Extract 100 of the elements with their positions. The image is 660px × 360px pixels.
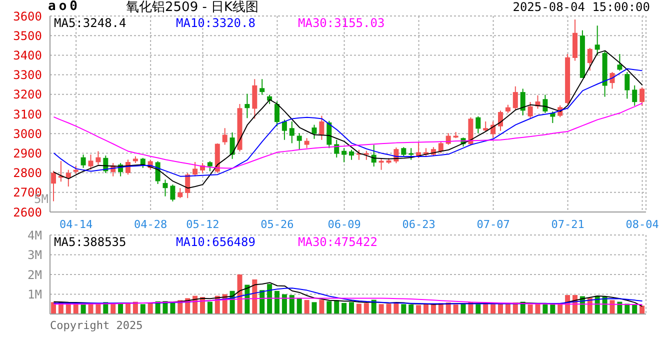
x-tick-label: 04-28: [134, 218, 168, 231]
candlestick: [192, 162, 198, 177]
candlestick: [230, 132, 235, 160]
bar: [401, 304, 406, 314]
bar: [289, 295, 294, 314]
text: MA30:475422: [298, 235, 378, 249]
candlestick: [594, 25, 600, 56]
bar: [304, 300, 310, 314]
candlestick: [260, 78, 265, 96]
bar: [416, 305, 422, 314]
candlestick: [282, 119, 287, 140]
candlestick: [364, 150, 369, 160]
candlestick: [542, 94, 548, 114]
chart-title: 氧化铝2509 - 日K线图: [126, 0, 259, 15]
bar: [424, 304, 428, 314]
candlestick: [483, 120, 488, 132]
x-tick-label: 06-23: [402, 218, 436, 231]
candlestick: [349, 149, 354, 160]
candlestick: [334, 139, 340, 158]
y-tick-label: 3M: [28, 248, 42, 262]
bar: [378, 304, 384, 314]
candlestick: [244, 93, 250, 119]
candlestick: [512, 86, 518, 110]
candlestick: [326, 120, 332, 149]
text: MA10:3320.8: [176, 16, 256, 30]
y-tick-label: 4M: [28, 228, 42, 242]
candlestick: [185, 172, 190, 199]
bar: [356, 304, 362, 314]
bar: [282, 294, 287, 314]
candlestick: [520, 88, 526, 116]
bar: [140, 304, 146, 314]
candlestick: [319, 115, 324, 140]
text: Copyright 2025: [50, 319, 143, 333]
bar: [386, 304, 392, 314]
candlestick: [342, 148, 347, 163]
bar: [550, 304, 556, 314]
x-tick-label: 06-09: [328, 218, 361, 231]
candlestick: [252, 78, 258, 120]
candlestick: [528, 102, 533, 119]
y-tick-label: 3000: [13, 126, 42, 141]
candlestick: [476, 116, 481, 134]
candlestick: [408, 148, 414, 160]
x-tick-label: 07-21: [551, 218, 584, 231]
line-series: [53, 288, 643, 304]
line-series: [53, 298, 643, 306]
bar: [260, 290, 265, 314]
x-tick-label: 04-14: [60, 218, 94, 231]
candlestick: [304, 138, 310, 149]
bar: [342, 302, 347, 314]
text: MA30:3155.03: [298, 16, 385, 30]
bar: [460, 304, 466, 314]
x-tick-label: 05-26: [260, 218, 294, 231]
bar: [453, 304, 458, 314]
candlestick: [96, 150, 101, 166]
text: 2025-08-04 15:00:00: [512, 0, 650, 14]
bar: [80, 304, 86, 314]
y-tick-label: 3300: [13, 68, 42, 82]
candlestick: [624, 72, 630, 100]
candlestick: [498, 110, 503, 132]
candlestick: [274, 100, 280, 127]
bar: [408, 304, 414, 314]
text: MA10:656489: [176, 235, 256, 249]
bar: [490, 304, 496, 314]
bar: [364, 303, 369, 314]
bar: [312, 302, 317, 314]
candlestick: [587, 47, 592, 72]
candlestick: [222, 128, 228, 146]
bar: [610, 300, 615, 314]
candlestick: [617, 54, 622, 72]
bar: [505, 304, 510, 314]
bar: [640, 306, 645, 314]
candlestick: [438, 140, 444, 154]
bar: [207, 302, 212, 314]
x-tick-label: 08-04: [626, 218, 660, 231]
candlestick: [88, 154, 94, 170]
candlestick: [162, 179, 168, 197]
y-tick-label: 3400: [13, 48, 42, 62]
y-tick-label: 3600: [13, 9, 42, 24]
text: MA5:388535: [54, 235, 128, 249]
y-tick-label: 3500: [13, 28, 42, 43]
bar: [296, 298, 302, 314]
candlestick: [640, 86, 645, 106]
text: MA5:3248.4: [54, 16, 128, 30]
bar: [148, 302, 153, 314]
y-tick-label: 2600: [13, 205, 42, 220]
bar: [334, 300, 340, 314]
candlestick: [289, 120, 294, 144]
candlestick: [170, 184, 176, 202]
bar: [274, 290, 280, 314]
y-tick-label: 3100: [13, 107, 42, 122]
bar: [349, 302, 354, 314]
candlestick: [51, 170, 56, 202]
candlestick: [296, 132, 302, 150]
x-tick-label: 07-07: [476, 218, 510, 231]
candlestick: [178, 188, 183, 199]
bar: [267, 284, 272, 314]
bar: [319, 300, 324, 314]
bar: [528, 304, 533, 314]
bar: [476, 304, 481, 314]
candlestick: [66, 169, 71, 188]
